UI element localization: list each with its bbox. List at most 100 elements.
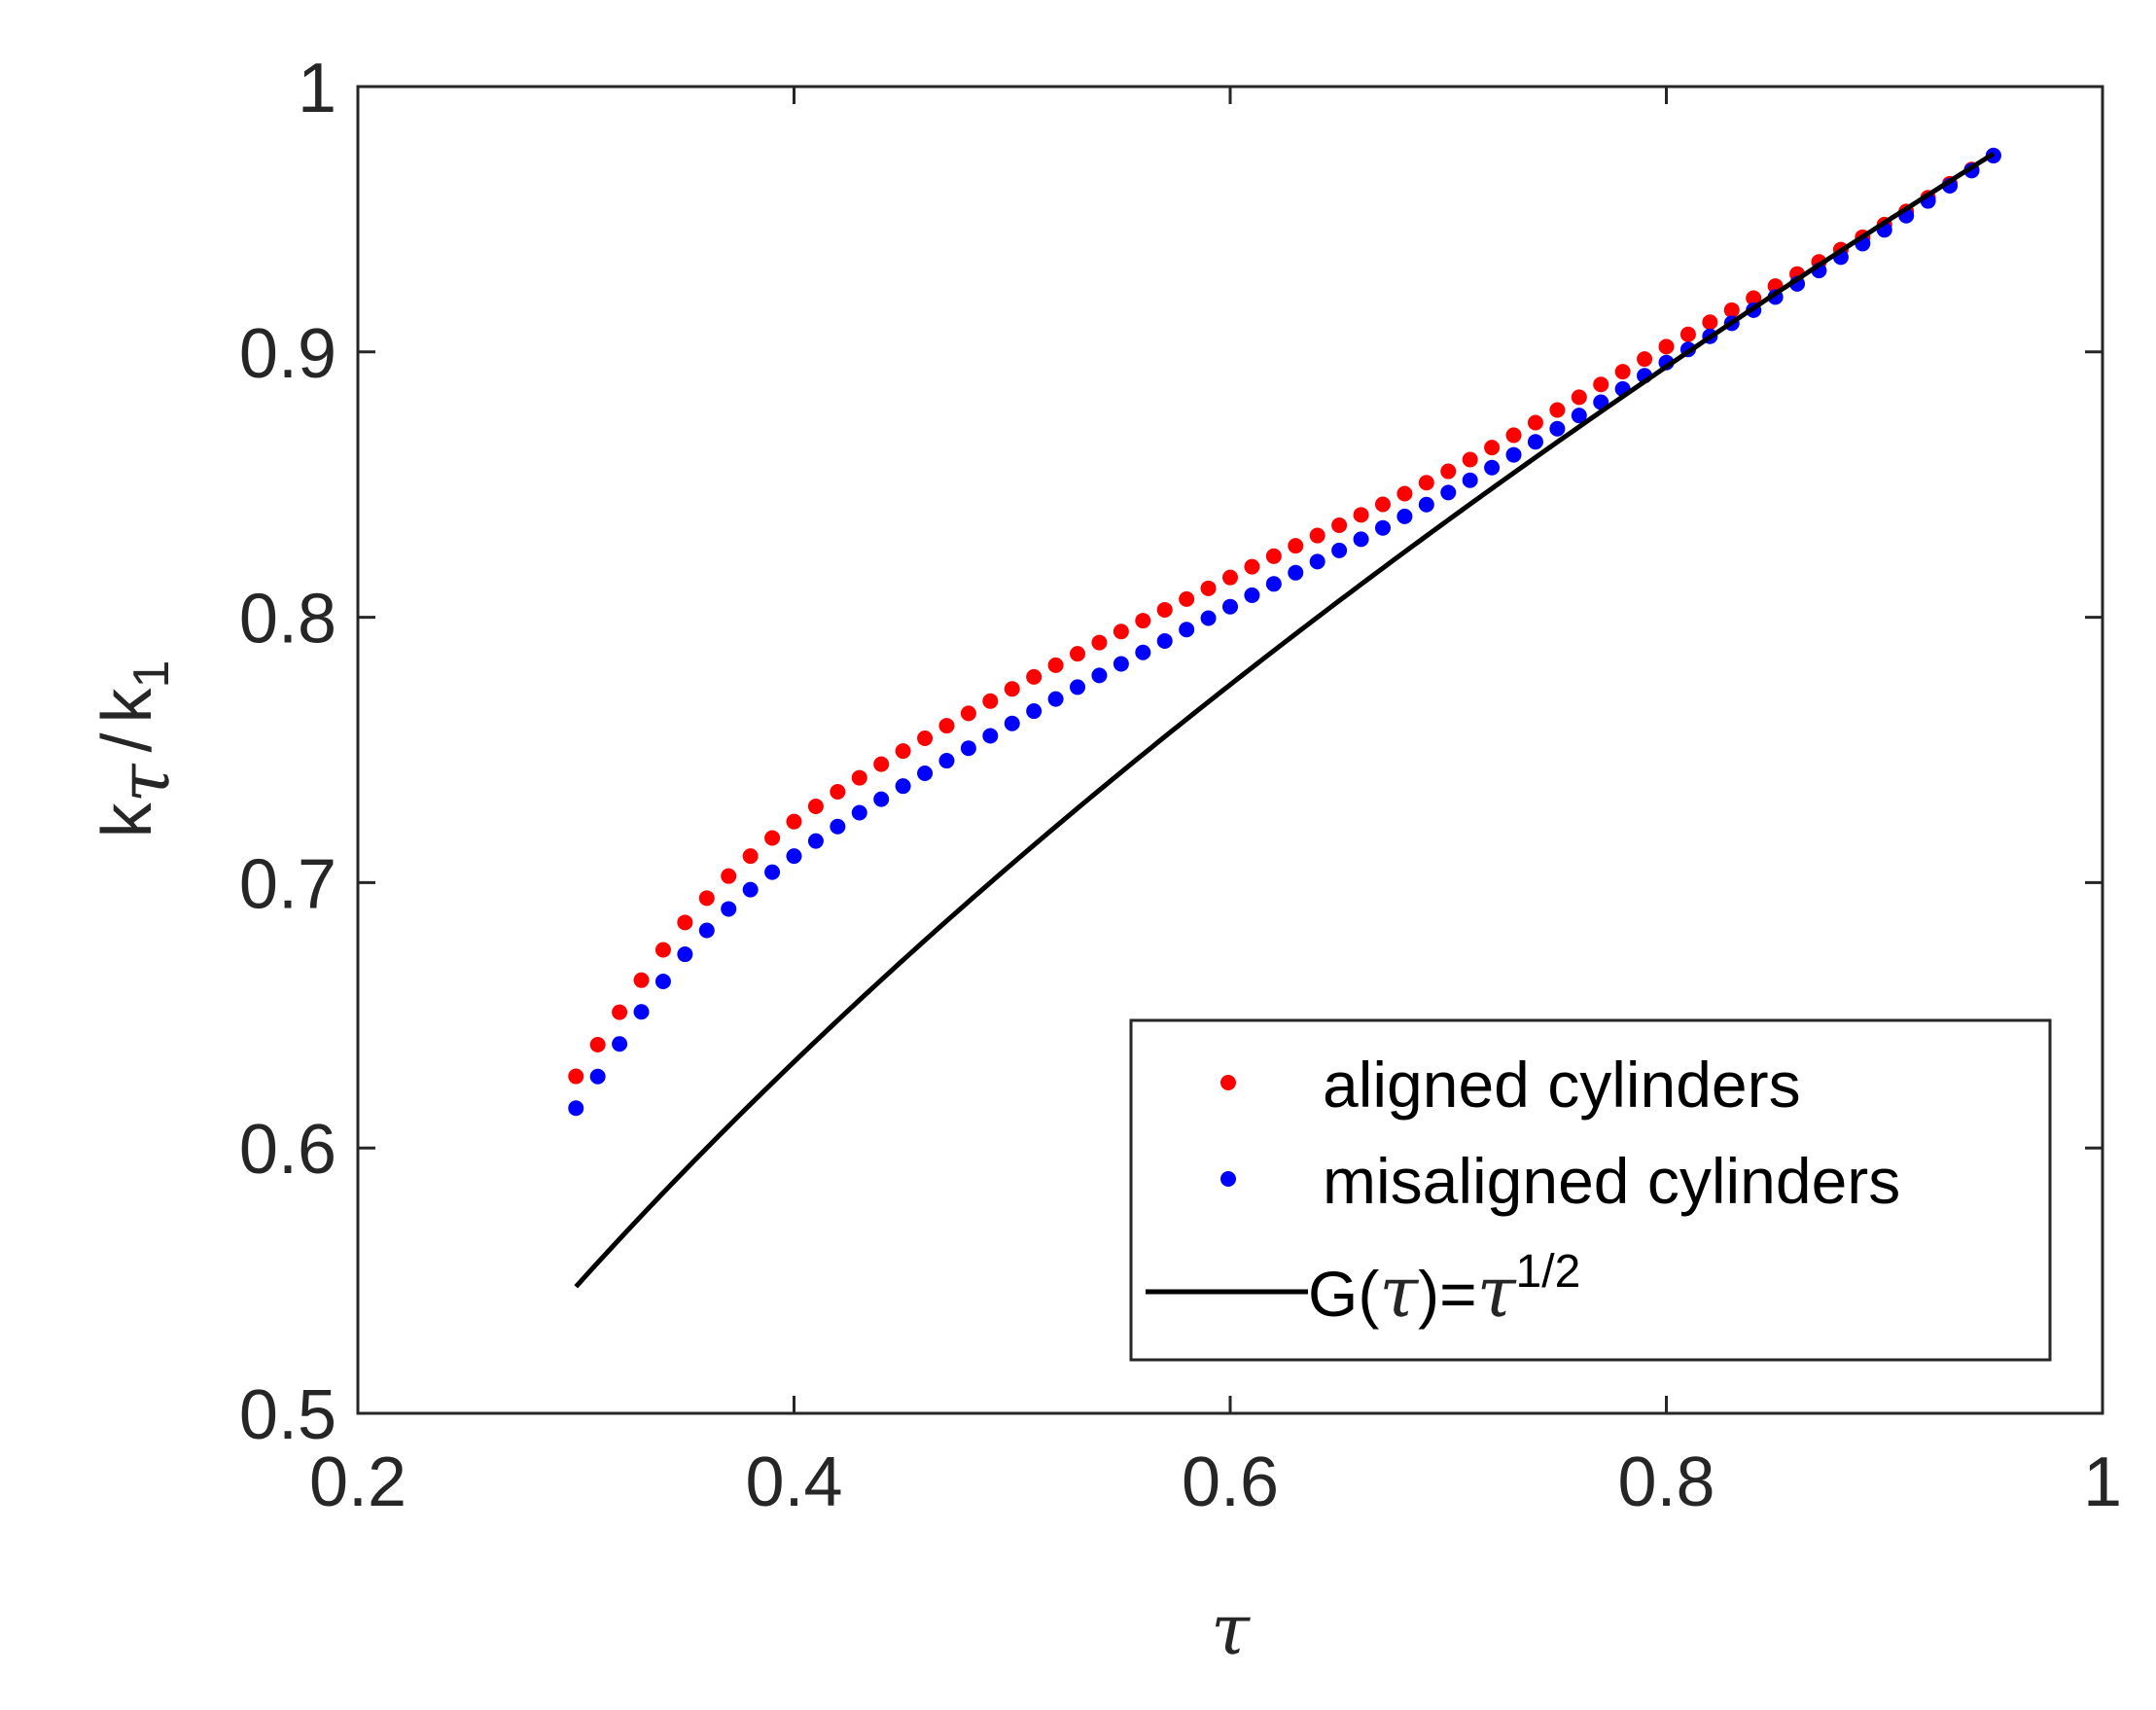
data-point [851,769,867,786]
y-tick-label: 0.9 [239,315,336,393]
data-point [917,730,934,746]
data-point [698,922,715,939]
data-point [1331,517,1348,533]
data-point [1004,715,1020,731]
y-tick-label: 0.6 [239,1111,336,1189]
data-point [1396,508,1413,524]
data-point [1637,351,1653,368]
data-point [1156,601,1173,618]
y-axis-label: kτ/k1 [88,660,185,838]
legend-marker-aligned [1220,1075,1236,1090]
data-point [938,753,955,769]
data-point [1462,472,1478,488]
data-point [960,740,976,757]
data-point [1091,667,1108,684]
x-tick-label: 0.8 [1617,1443,1714,1521]
data-point [895,743,911,760]
data-point [1679,326,1696,342]
data-point [1505,446,1522,463]
y-tick-label: 0.7 [239,845,336,923]
data-point [1265,548,1282,564]
data-point [1070,646,1086,662]
data-point [1353,507,1369,523]
data-point [1593,376,1609,393]
data-point [698,890,715,907]
data-point [764,830,781,846]
y-tick-label: 0.5 [239,1376,336,1454]
legend-box [1129,1018,2052,1362]
data-point [1265,576,1282,592]
data-point [1135,613,1151,629]
legend-g-tau: τ [1379,1251,1419,1333]
data-point [721,901,737,917]
data-point [1309,527,1325,544]
data-point [1222,598,1238,615]
data-point [982,728,999,744]
data-point [786,848,802,865]
data-point [764,864,781,880]
data-point [1244,587,1260,603]
data-point [1374,496,1391,513]
data-point [917,766,934,782]
data-point [1484,459,1501,476]
data-point [1331,542,1348,558]
data-point [938,718,955,734]
data-point [960,705,976,722]
y-label-k: k [88,802,166,837]
data-point [589,1068,606,1085]
data-point [895,778,911,795]
data-point [1746,290,1762,306]
series-2 [574,151,1996,1289]
data-point [1156,632,1173,649]
data-point [1288,538,1304,554]
plot-marks [568,147,2001,1289]
data-point [1702,314,1718,331]
data-point [873,791,890,807]
y-label-tau-sub: τ [103,763,185,802]
data-point [873,756,890,772]
x-tick-label: 0.4 [745,1443,842,1521]
data-point [1440,484,1457,501]
data-point [1026,703,1043,720]
data-point [786,813,802,830]
tick-labels: 0.2 0.4 0.6 0.8 1 0.5 0.6 0.7 0.8 0.9 1 [239,50,2122,1521]
data-point [1047,691,1064,707]
data-point [742,881,759,898]
data-point [633,972,650,988]
data-point [1549,402,1566,418]
data-point [1549,420,1566,437]
data-point [1200,580,1217,596]
data-point [568,1068,584,1085]
data-point [1418,475,1434,491]
data-point [1200,610,1217,626]
data-point [982,693,999,709]
data-point [1070,679,1086,695]
data-point [721,868,737,884]
axis-ticks [356,85,2104,1415]
data-point [1179,590,1195,607]
data-point [1374,519,1391,536]
y-label-one-sub: 1 [124,660,180,689]
legend-label-g: G(τ)=τ1/2 [1308,1246,1580,1333]
legend-g-prefix: G( [1308,1258,1379,1330]
legend: aligned cylinders misaligned cylinders G… [1129,1018,2052,1362]
data-point [1135,644,1151,660]
series-line [574,151,1996,1289]
data-point [1026,668,1043,685]
data-point [1440,463,1457,480]
data-point [1527,434,1543,450]
data-point [1658,338,1675,355]
data-point [830,784,846,800]
data-point [1113,623,1129,640]
data-point [1571,389,1587,406]
data-point [1505,427,1522,444]
y-tick-label: 1 [298,50,336,127]
x-tick-label: 0.2 [309,1443,406,1521]
x-tick-label: 0.6 [1182,1443,1279,1521]
legend-g-exp: 1/2 [1516,1246,1581,1298]
data-point [612,1004,628,1020]
svg-text:kτ/k1: kτ/k1 [88,660,185,838]
legend-g-mid: )= [1418,1258,1477,1330]
data-point [1484,440,1501,456]
legend-g-tau2: τ [1477,1251,1517,1333]
